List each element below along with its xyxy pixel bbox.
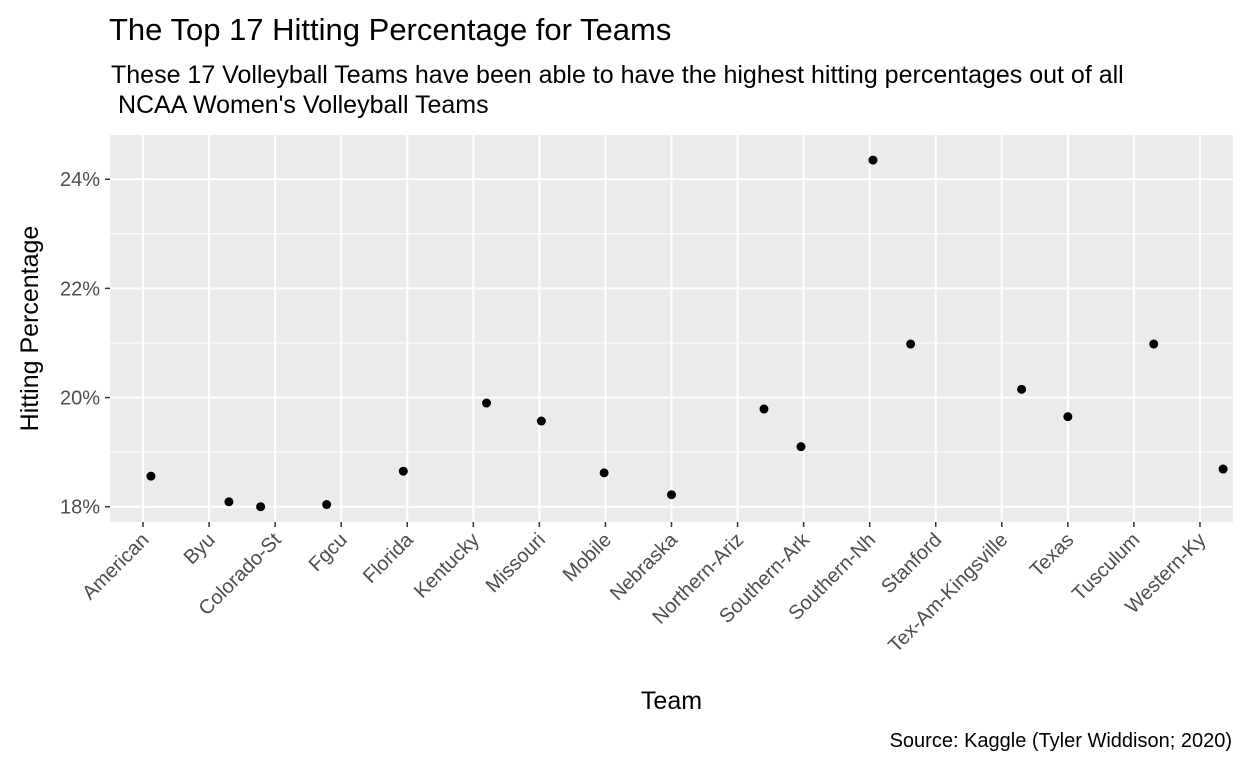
data-point [1017, 384, 1027, 394]
chart-title: The Top 17 Hitting Percentage for Teams [109, 12, 672, 47]
data-point [759, 404, 769, 414]
x-tick-label: Mobile [559, 529, 616, 586]
data-point [536, 416, 546, 426]
data-point [146, 471, 156, 481]
y-axis-title: Hitting Percentage [16, 226, 44, 432]
y-tick-label: 24% [60, 169, 100, 191]
data-point [1063, 412, 1073, 422]
x-tick-label: Tex-Am-Kingsville [884, 529, 1012, 657]
data-point [667, 490, 676, 500]
data-point [868, 155, 878, 165]
x-tick-label: Florida [359, 528, 418, 587]
data-point [1149, 339, 1159, 349]
major-gridlines [110, 135, 1233, 522]
x-tick-label: Stanford [877, 529, 946, 598]
x-tick-label: Fgcu [305, 529, 352, 576]
data-point [322, 500, 332, 510]
data-point [1218, 464, 1228, 474]
x-tick-label: American [78, 529, 153, 604]
x-tick-label: Kentucky [410, 529, 484, 603]
chart-subtitle: These 17 Volleyball Teams have been able… [111, 61, 1124, 119]
data-point [599, 468, 609, 478]
data-points [146, 155, 1228, 512]
data-point [482, 398, 492, 408]
x-tick-label: Texas [1026, 529, 1079, 582]
x-axis-title: Team [641, 687, 702, 715]
y-tick-label: 22% [60, 278, 100, 300]
data-point [796, 442, 806, 452]
x-tick-label: Missouri [482, 529, 550, 597]
y-tick-label: 18% [60, 497, 100, 519]
data-point [256, 502, 266, 512]
chart-caption: Source: Kaggle (Tyler Widdison; 2020) [889, 730, 1232, 752]
y-tick-label: 20% [60, 388, 100, 410]
data-point [224, 497, 234, 507]
x-tick-label: Byu [180, 529, 220, 569]
data-point [398, 466, 408, 476]
data-point [906, 339, 916, 349]
y-axis: 18% 20% 22% 24% [60, 169, 110, 519]
